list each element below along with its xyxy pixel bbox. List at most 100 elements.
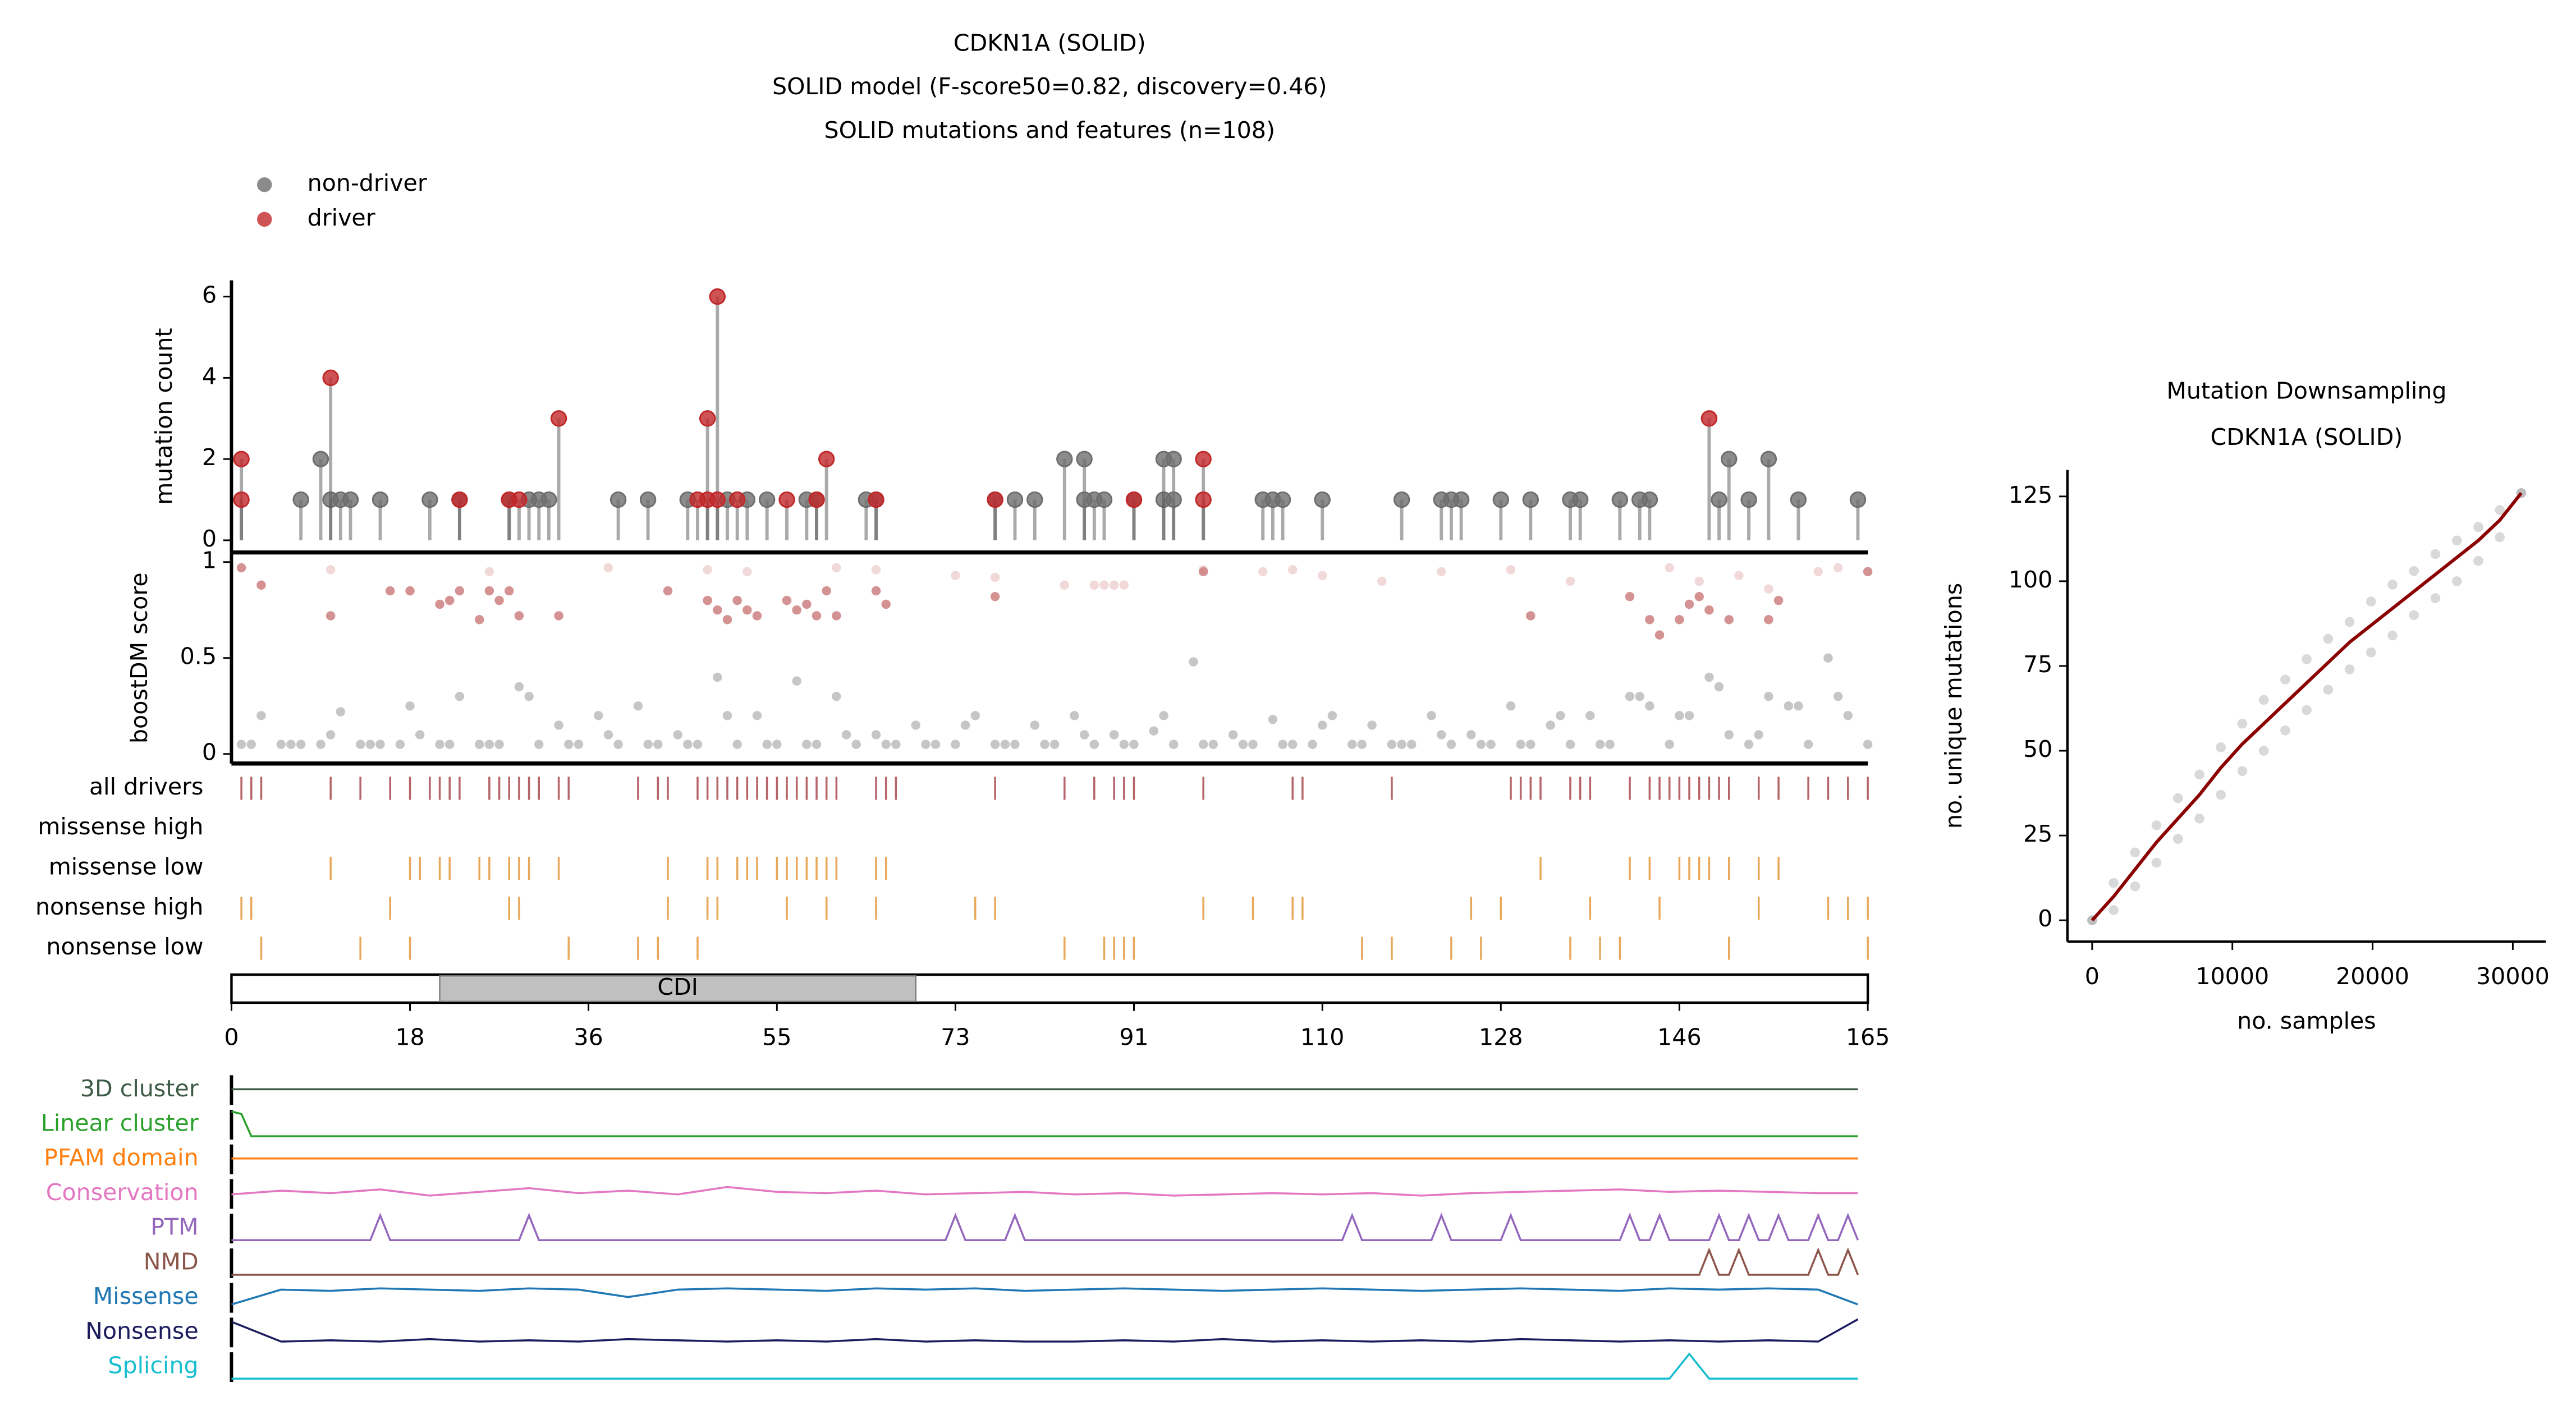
x-tick-label: 73 bbox=[941, 1024, 970, 1051]
point bbox=[693, 740, 703, 749]
track-label: 3D cluster bbox=[80, 1075, 199, 1102]
point bbox=[2495, 532, 2505, 543]
point bbox=[792, 676, 801, 686]
point bbox=[2280, 674, 2290, 685]
lollipop-head bbox=[808, 491, 825, 508]
point bbox=[732, 595, 742, 605]
y-tick-label: 50 bbox=[2023, 736, 2052, 763]
lollipop-head bbox=[451, 491, 468, 508]
point bbox=[2409, 610, 2419, 621]
lollipop-head bbox=[322, 369, 339, 387]
point bbox=[1843, 711, 1853, 720]
point bbox=[792, 605, 801, 615]
point bbox=[1516, 740, 1525, 749]
y-tick-label: 2 bbox=[202, 444, 217, 471]
point bbox=[494, 740, 504, 749]
point bbox=[1526, 740, 1535, 749]
point bbox=[1367, 720, 1377, 730]
point bbox=[2280, 725, 2290, 736]
point bbox=[534, 740, 544, 749]
point bbox=[1595, 740, 1605, 749]
point bbox=[713, 672, 722, 682]
y-tick-label: 1 bbox=[202, 547, 217, 574]
x-tick-label: 30000 bbox=[2476, 963, 2550, 990]
point bbox=[871, 586, 881, 596]
point bbox=[1079, 730, 1089, 740]
point bbox=[812, 611, 822, 621]
point bbox=[1119, 580, 1129, 590]
point bbox=[2473, 555, 2483, 566]
track-label: PFAM domain bbox=[44, 1144, 198, 1171]
point bbox=[2430, 549, 2441, 559]
point bbox=[455, 586, 465, 596]
point bbox=[355, 740, 365, 749]
lollipop-head bbox=[1522, 491, 1539, 508]
legend-label: non-driver bbox=[308, 169, 427, 196]
point bbox=[782, 595, 792, 605]
legend-marker bbox=[257, 177, 272, 192]
point bbox=[832, 563, 841, 573]
y-tick-label: 75 bbox=[2023, 651, 2052, 678]
lollipop-head bbox=[1125, 491, 1143, 508]
lollipop-head bbox=[550, 410, 567, 427]
point bbox=[2109, 905, 2119, 915]
point bbox=[802, 599, 812, 609]
point bbox=[1694, 576, 1704, 586]
point bbox=[1605, 740, 1615, 749]
point bbox=[574, 740, 584, 749]
point bbox=[990, 572, 1000, 582]
trend-line bbox=[2091, 492, 2523, 922]
feature-line bbox=[231, 1352, 1858, 1380]
point bbox=[1446, 740, 1456, 749]
point bbox=[326, 730, 336, 740]
lollipop-head bbox=[699, 410, 716, 427]
lollipop-head bbox=[1740, 491, 1757, 508]
point bbox=[2366, 647, 2376, 658]
point bbox=[2387, 580, 2398, 590]
point bbox=[1198, 565, 1208, 575]
point bbox=[931, 740, 941, 749]
point bbox=[1258, 567, 1268, 577]
point bbox=[1268, 714, 1278, 724]
point bbox=[1407, 740, 1417, 749]
point bbox=[1437, 567, 1446, 577]
point bbox=[2323, 685, 2334, 695]
point bbox=[1318, 571, 1327, 580]
point bbox=[1803, 740, 1813, 749]
y-tick-label: 100 bbox=[2009, 566, 2053, 593]
point bbox=[762, 740, 772, 749]
lollipop-head bbox=[1314, 491, 1331, 508]
point bbox=[1833, 563, 1843, 573]
point bbox=[990, 592, 1000, 601]
point bbox=[713, 605, 722, 615]
point bbox=[2172, 793, 2183, 803]
point bbox=[1287, 740, 1298, 749]
point bbox=[1049, 740, 1060, 749]
y-tick-label: 0.5 bbox=[180, 643, 217, 670]
x-tick-label: 146 bbox=[1657, 1024, 1702, 1051]
y-tick-label: 4 bbox=[202, 362, 217, 389]
point bbox=[1764, 584, 1773, 594]
point bbox=[990, 740, 1000, 749]
legend-label: driver bbox=[308, 204, 375, 231]
point bbox=[1308, 740, 1317, 749]
lollipop-head bbox=[1492, 491, 1510, 508]
lollipop-head bbox=[1274, 491, 1291, 508]
point bbox=[1635, 691, 1644, 701]
point bbox=[444, 740, 455, 749]
lollipop-head bbox=[1393, 491, 1410, 508]
point bbox=[851, 740, 861, 749]
point bbox=[316, 740, 326, 749]
x-tick-label: 0 bbox=[2085, 963, 2100, 990]
lollipop-head bbox=[233, 451, 250, 467]
point bbox=[1168, 740, 1179, 749]
lollipop-head bbox=[709, 491, 726, 508]
point bbox=[2344, 617, 2355, 627]
point bbox=[1546, 720, 1555, 730]
feature-line bbox=[231, 1186, 1858, 1197]
point bbox=[2323, 633, 2334, 644]
point bbox=[1387, 740, 1397, 749]
point bbox=[663, 586, 673, 596]
feature-line bbox=[231, 1287, 1859, 1306]
point bbox=[484, 586, 494, 596]
